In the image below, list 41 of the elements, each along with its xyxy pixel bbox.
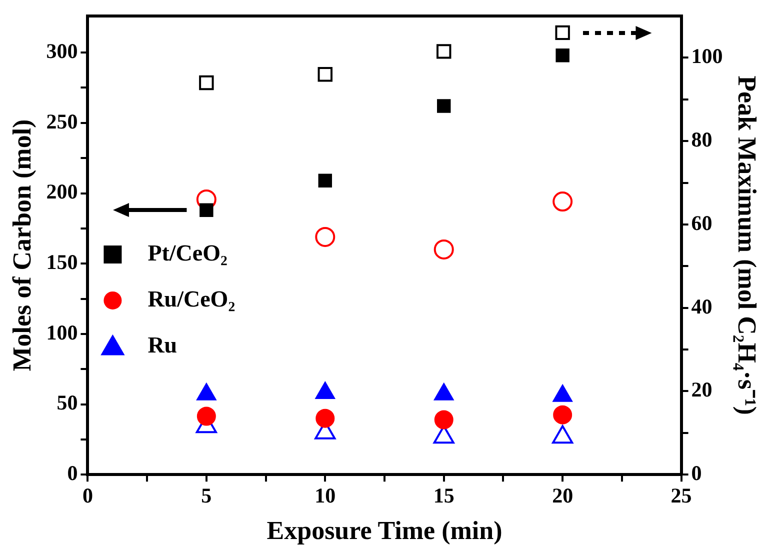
point	[315, 226, 336, 247]
point	[200, 203, 214, 217]
y2-tick-label: 100	[691, 44, 723, 68]
x-tick-label: 20	[552, 484, 574, 508]
point	[318, 67, 333, 82]
point	[199, 75, 214, 90]
point	[318, 174, 332, 188]
point	[556, 48, 570, 62]
point	[553, 405, 572, 424]
point	[196, 406, 216, 426]
x-tick-label: 10	[314, 484, 336, 508]
y-tick-label: 100	[46, 320, 78, 344]
point	[555, 25, 570, 40]
y2-tick-label: 80	[691, 127, 712, 152]
y-tick-label: 150	[46, 250, 78, 274]
point	[436, 99, 451, 113]
point	[434, 239, 454, 260]
y2-tick-label: 20	[691, 378, 712, 402]
y2-axis-title: Peak Maximum (mol C₂H₄·s⁻¹)	[732, 76, 762, 415]
x-tick-label: 15	[433, 484, 454, 508]
x-tick-label: 0	[82, 484, 93, 508]
x-tick-label: 5	[201, 484, 212, 508]
legend-label: Pt/CeO₂	[148, 240, 228, 266]
y2-tick-label: 60	[691, 210, 712, 235]
y-tick-label: 50	[56, 390, 78, 415]
y-tick-label: 200	[46, 180, 78, 204]
y-axis-title: Moles of Carbon (mol)	[7, 119, 36, 372]
legend-label: Ru	[148, 332, 178, 358]
y-tick-label: 250	[46, 109, 78, 134]
x-axis-title: Exposure Time (min)	[266, 516, 502, 546]
point	[434, 410, 454, 430]
y-tick-label: 0	[67, 461, 78, 486]
y2-tick-label: 0	[691, 461, 702, 486]
y2-tick-label: 40	[691, 294, 712, 318]
y-tick-label: 300	[46, 38, 78, 63]
point	[552, 425, 574, 444]
point	[552, 192, 573, 212]
legend-label: Ru/CeO₂	[148, 286, 236, 312]
point	[316, 408, 335, 428]
point	[436, 44, 452, 59]
x-tick-label: 25	[670, 484, 692, 508]
